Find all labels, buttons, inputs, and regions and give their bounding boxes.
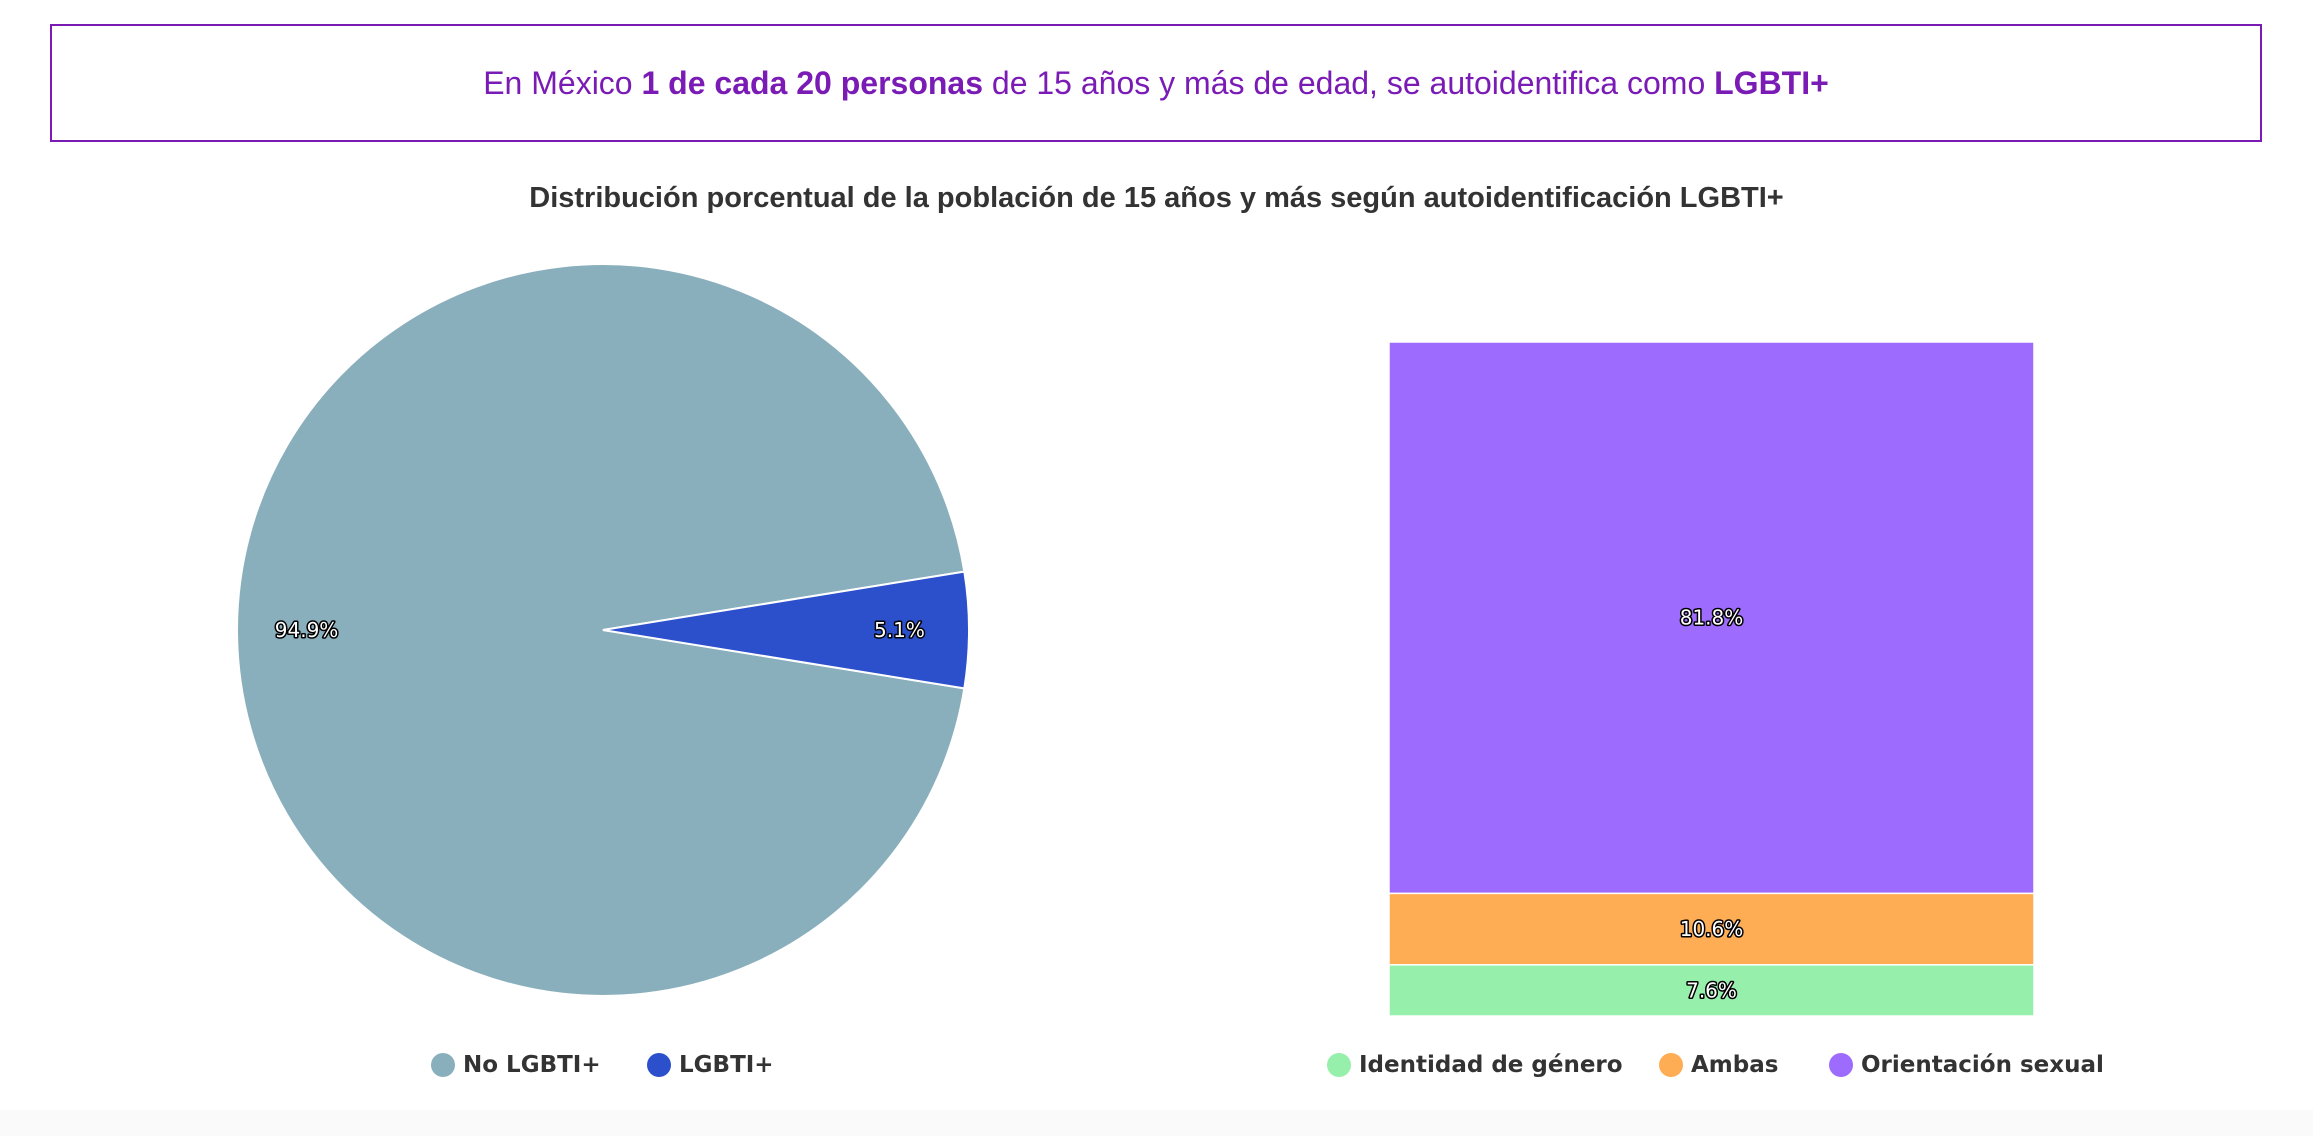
legend-dot-icon [1327, 1053, 1351, 1077]
banner-bold: 1 de cada 20 personas [641, 64, 983, 101]
headline-banner: En México 1 de cada 20 personas de 15 añ… [50, 24, 2262, 142]
pie-legend-item-0[interactable]: No LGBTI+ [431, 1052, 601, 1078]
legend-label: Identidad de género [1359, 1052, 1623, 1078]
pie-slice-1[interactable] [602, 570, 970, 690]
pie-data-label: 94.9% [275, 618, 339, 642]
bar-segment-2[interactable] [1388, 341, 2035, 895]
footer-band [0, 1110, 2313, 1136]
bar-legend-item-2[interactable]: Orientación sexual [1829, 1052, 2104, 1078]
bar-data-label: 81.8% [1680, 606, 1744, 630]
banner-bold: LGBTI+ [1714, 64, 1829, 101]
chart-title: Distribución porcentual de la población … [529, 182, 1784, 214]
legend-label: Orientación sexual [1861, 1052, 2104, 1078]
bar-segment-1[interactable] [1388, 892, 2035, 966]
pie-data-label: 5.1% [874, 618, 925, 642]
bar-legend-item-1[interactable]: Ambas [1659, 1052, 1778, 1078]
pie-slice-0[interactable] [236, 263, 966, 997]
legend-dot-icon [431, 1053, 455, 1077]
bar-data-label: 7.6% [1686, 978, 1737, 1002]
bar-segment-0[interactable] [1388, 964, 2035, 1017]
bar-legend-item-0[interactable]: Identidad de género [1327, 1052, 1623, 1078]
pie-legend-item-1[interactable]: LGBTI+ [647, 1052, 774, 1078]
legend-label: LGBTI+ [679, 1052, 774, 1078]
banner-text: En México 1 de cada 20 personas de 15 añ… [483, 65, 1829, 102]
banner-part: de 15 años y más de edad, se autoidentif… [983, 64, 1715, 101]
legend-dot-icon [647, 1053, 671, 1077]
banner-part: En México [483, 64, 642, 101]
legend-dot-icon [1829, 1053, 1853, 1077]
legend-label: No LGBTI+ [463, 1052, 601, 1078]
bar-data-label: 10.6% [1680, 917, 1744, 941]
legend-dot-icon [1659, 1053, 1683, 1077]
legend-label: Ambas [1691, 1052, 1779, 1078]
